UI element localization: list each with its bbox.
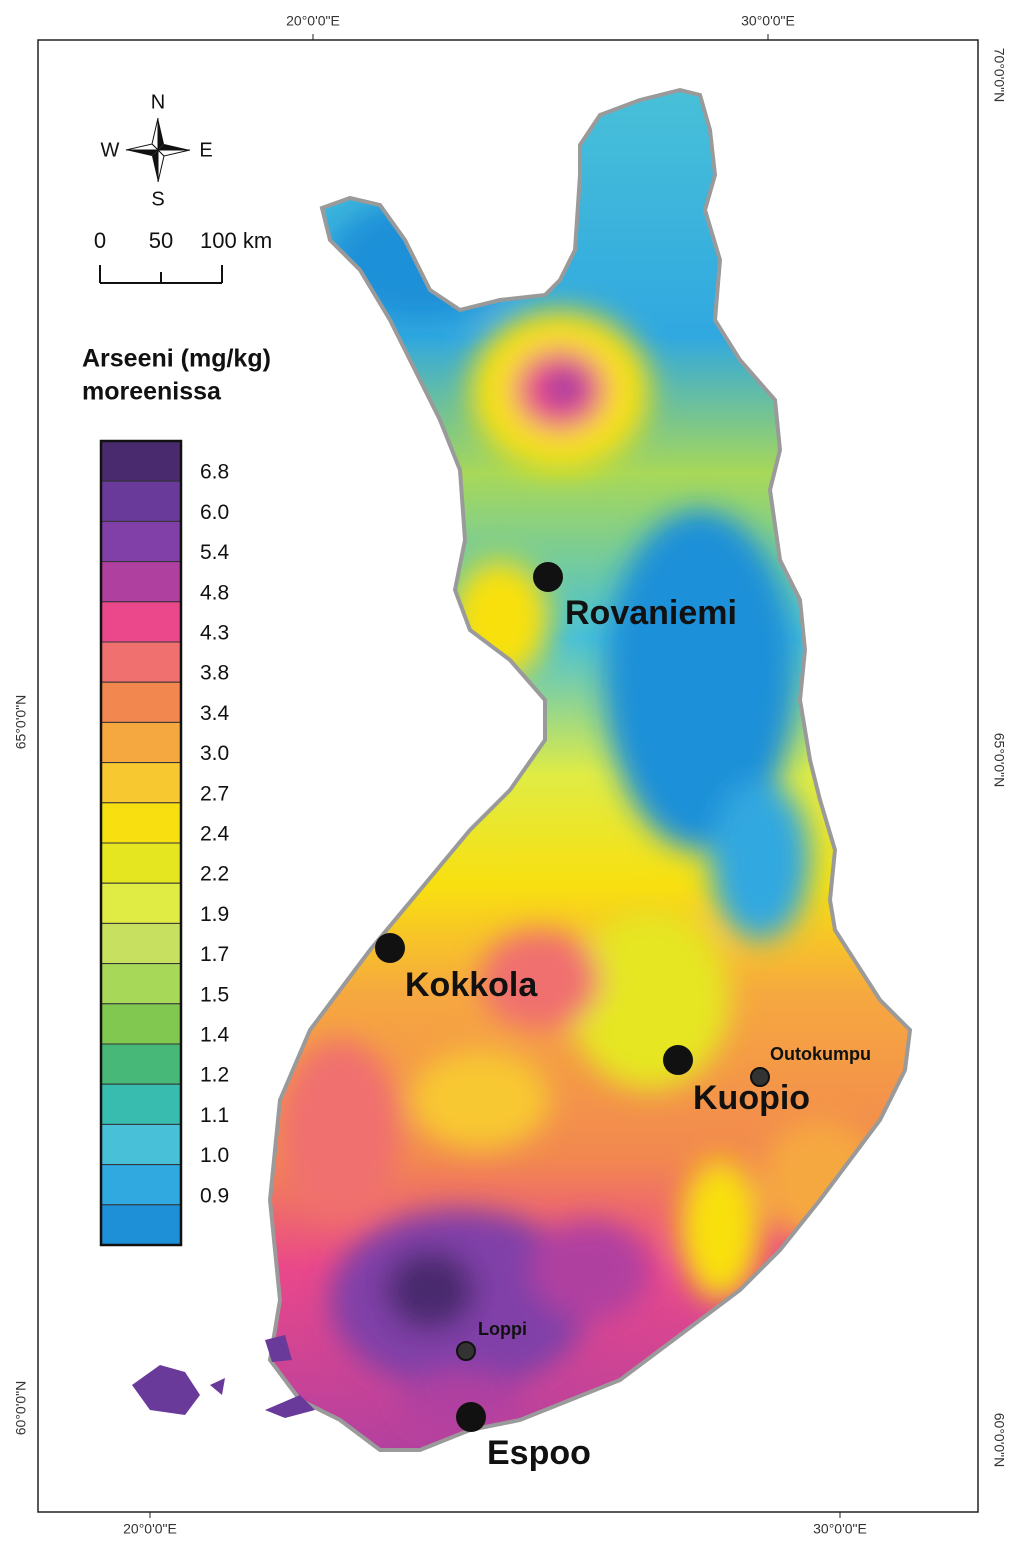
legend-swatch <box>100 1083 182 1125</box>
scale-label: 100 km <box>200 228 272 253</box>
legend-label: 3.4 <box>200 702 230 725</box>
legend-label: 1.9 <box>200 903 229 926</box>
legend-label: 1.4 <box>200 1024 230 1047</box>
legend-label: 3.0 <box>200 742 229 765</box>
legend-label: 1.0 <box>200 1144 229 1167</box>
legend: 6.8 6.0 5.4 4.8 4.3 3.8 3.4 3.0 2.7 2.4 2.2 1.9 1.7 1… <box>99 439 230 1247</box>
lon-label: 30°0'0"E <box>813 1521 867 1537</box>
city-label: Kokkola <box>405 966 538 1004</box>
legend-label: 2.4 <box>200 823 230 846</box>
lon-label: 20°0'0"E <box>123 1521 177 1537</box>
legend-label: 6.0 <box>200 501 229 524</box>
legend-label: 1.5 <box>200 983 229 1006</box>
legend-label: 6.8 <box>200 461 229 484</box>
legend-swatch <box>100 882 182 924</box>
legend-swatch <box>100 721 182 764</box>
legend-label: 4.3 <box>200 622 229 645</box>
legend-swatch <box>100 601 182 643</box>
legend-label: 2.2 <box>200 863 229 886</box>
legend-swatch <box>100 1204 182 1246</box>
legend-label: 2.7 <box>200 782 229 805</box>
legend-title: Arseeni (mg/kg) <box>82 345 271 373</box>
site-label: Loppi <box>478 1319 527 1339</box>
compass-w: W <box>101 139 120 161</box>
legend-label: 4.8 <box>200 581 229 604</box>
legend-swatch <box>100 1164 182 1206</box>
legend-border <box>99 439 183 1247</box>
lon-label: 30°0'0"E <box>741 13 795 29</box>
legend-swatch <box>100 963 182 1005</box>
legend-swatch <box>100 1003 182 1045</box>
legend-swatch <box>100 842 182 884</box>
legend-label: 3.8 <box>200 662 229 685</box>
city-marker <box>456 1402 486 1432</box>
compass-s: S <box>151 188 164 210</box>
legend-label: 5.4 <box>200 541 230 564</box>
scale-bar <box>99 265 223 284</box>
legend-swatch <box>100 641 182 683</box>
city-label: Espoo <box>487 1434 591 1472</box>
legend-label: 1.7 <box>200 943 229 966</box>
legend-swatch <box>100 681 182 723</box>
map-frame <box>37 39 979 1513</box>
lon-label: 20°0'0"E <box>286 13 340 29</box>
graticule: 20°0'0"E 30°0'0"E 20°0'0"E 30°0'0"E 65°0… <box>13 13 1008 1537</box>
legend-swatch <box>100 520 182 563</box>
lat-label: 60°0'0"N <box>13 1381 29 1436</box>
scale-label: 50 <box>149 228 173 253</box>
city-marker <box>533 562 563 592</box>
legend-title: moreenissa <box>82 378 222 406</box>
legend-swatch <box>100 1043 182 1085</box>
site-marker <box>750 1067 770 1087</box>
legend-label: 1.1 <box>200 1104 229 1127</box>
site-label: Outokumpu <box>770 1044 871 1064</box>
city-label: Rovaniemi <box>565 594 737 632</box>
city-marker <box>663 1045 693 1075</box>
compass-e: E <box>199 139 212 161</box>
compass-n: N <box>151 91 165 113</box>
cities: Rovaniemi Kokkola Kuopio Espoo Outokumpu… <box>375 562 871 1472</box>
scale-label: 0 <box>94 228 106 253</box>
legend-swatch <box>100 480 182 522</box>
legend-swatch <box>100 922 182 965</box>
lat-label: 65°0'0"N <box>13 695 29 750</box>
legend-swatch <box>100 1123 182 1166</box>
legend-swatch <box>100 440 182 482</box>
city-label: Kuopio <box>693 1079 810 1117</box>
lat-label: 60°0'0"N <box>991 1413 1007 1468</box>
site-marker <box>456 1341 476 1361</box>
aland-islands <box>132 1335 315 1418</box>
legend-swatch <box>100 561 182 603</box>
legend-swatch <box>100 762 182 804</box>
lat-label: 65°0'0"N <box>991 733 1007 788</box>
lat-label: 70°0'0"N <box>991 48 1007 103</box>
legend-label: 1.2 <box>200 1064 229 1087</box>
city-marker <box>375 933 405 963</box>
compass: N E S W <box>101 91 213 210</box>
legend-label: 0.9 <box>200 1184 229 1207</box>
legend-swatch <box>100 802 182 844</box>
